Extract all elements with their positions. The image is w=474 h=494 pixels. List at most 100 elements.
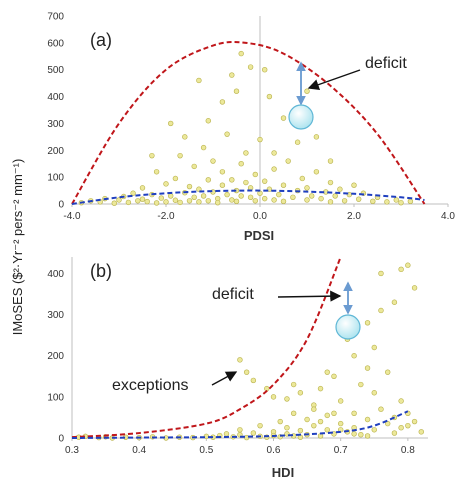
data-point <box>371 344 377 351</box>
data-point <box>247 194 254 200</box>
data-point <box>411 285 418 291</box>
data-point <box>290 381 297 388</box>
data-point <box>172 175 179 182</box>
x-tick-label: 0.6 <box>267 445 281 456</box>
data-point <box>351 410 357 417</box>
data-point <box>247 64 254 70</box>
data-point <box>398 425 404 431</box>
data-point <box>327 199 334 205</box>
data-point <box>418 429 424 435</box>
data-point <box>196 186 202 192</box>
data-point <box>391 299 398 305</box>
data-point <box>332 193 338 199</box>
panel-b-x-axis-title: HDI <box>272 465 294 480</box>
panel-a-deficit-label: deficit <box>365 55 407 72</box>
data-point <box>398 266 404 273</box>
data-point <box>309 193 315 199</box>
data-point <box>233 88 240 94</box>
data-point <box>384 369 391 375</box>
data-point <box>318 195 324 202</box>
panel-b: 0.3 0.4 0.5 0.6 0.7 0.8 0 100 200 300 400 <box>47 256 428 456</box>
upper-envelope-curve <box>71 40 426 205</box>
data-point <box>229 177 235 183</box>
data-point <box>378 406 384 412</box>
data-point <box>237 427 243 433</box>
x-tick-label: 4.0 <box>441 211 455 222</box>
x-tick-label: 0.4 <box>132 445 146 456</box>
data-point <box>304 197 310 203</box>
data-point <box>364 320 371 326</box>
data-point <box>196 199 202 205</box>
data-point <box>238 193 244 199</box>
data-point <box>280 182 287 188</box>
panel-b-deficit-arrow <box>277 290 342 302</box>
data-point <box>262 67 268 73</box>
data-point <box>378 307 384 314</box>
data-point <box>277 418 283 425</box>
data-point <box>371 390 377 396</box>
data-point <box>196 77 202 84</box>
data-point <box>405 262 411 268</box>
data-point <box>358 432 364 438</box>
data-point <box>284 396 290 402</box>
data-point <box>271 197 277 203</box>
data-point <box>191 163 197 170</box>
data-point <box>384 420 391 427</box>
data-point <box>294 139 301 145</box>
data-point <box>311 422 317 429</box>
data-point <box>191 194 197 200</box>
data-point <box>351 431 357 437</box>
panel-b-exceptions-arrow <box>211 371 238 386</box>
data-point <box>135 198 141 204</box>
y-axis-label: IMoSES ($²·Yr⁻² pers⁻² mm⁻¹) <box>10 159 25 336</box>
data-point <box>238 161 244 167</box>
data-point <box>262 178 268 184</box>
lower-fit-curve <box>71 410 409 439</box>
data-point <box>257 422 263 429</box>
panel-a-deficit-bubble <box>288 104 314 130</box>
data-point <box>219 99 226 105</box>
data-point <box>205 177 212 183</box>
data-point <box>324 369 330 375</box>
data-point <box>252 198 259 204</box>
data-point <box>337 186 343 192</box>
data-point <box>391 430 398 436</box>
panel-b-deficit-bubble <box>335 314 361 340</box>
y-tick-label: 200 <box>47 351 64 362</box>
data-point <box>271 150 277 156</box>
data-point <box>290 410 297 417</box>
data-point <box>370 198 376 205</box>
data-point <box>304 416 310 423</box>
data-point <box>205 198 212 204</box>
data-point <box>130 190 136 196</box>
data-point <box>337 420 344 427</box>
panel-a: -4.0 -2.0 0.0 2.0 4.0 0 100 200 300 400 500 600 700 <box>47 12 455 223</box>
data-point <box>280 198 287 205</box>
data-point <box>299 175 305 182</box>
data-point <box>378 270 384 277</box>
x-tick-label: -4.0 <box>63 211 81 222</box>
panel-a-deficit-arrow <box>307 69 361 91</box>
data-point <box>337 398 344 404</box>
data-point <box>398 398 404 404</box>
data-point <box>270 394 277 400</box>
data-point <box>285 158 291 164</box>
x-tick-label: 0.8 <box>401 445 415 456</box>
data-point <box>243 150 249 156</box>
data-point <box>297 427 304 434</box>
data-point <box>304 185 310 191</box>
data-point <box>276 191 282 198</box>
x-tick-label: 0.5 <box>199 445 213 456</box>
data-point <box>364 416 371 423</box>
data-point <box>398 199 404 206</box>
data-point <box>364 365 371 371</box>
data-point <box>311 406 317 412</box>
lower-fit-curve <box>71 189 425 205</box>
data-point <box>252 171 259 178</box>
data-point <box>297 390 304 396</box>
y-tick-label: 300 <box>47 310 64 321</box>
data-point <box>238 50 244 57</box>
data-point <box>407 198 414 205</box>
data-point <box>290 194 296 200</box>
